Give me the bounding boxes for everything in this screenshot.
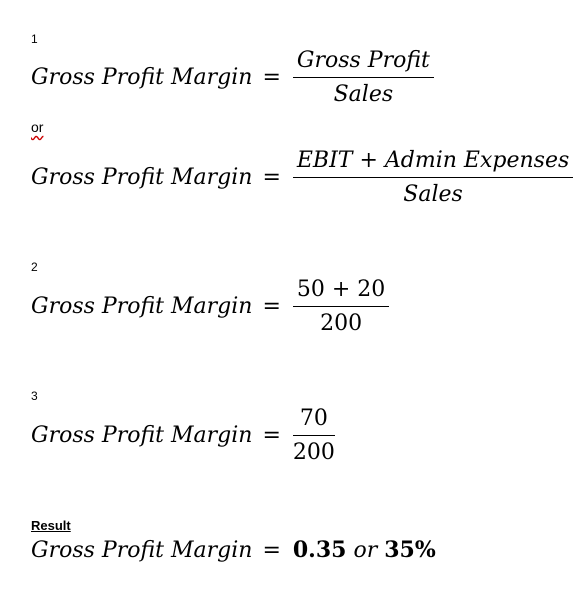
- equation-lhs: Gross Profit Margin: [31, 165, 253, 190]
- numerator: EBIT + Admin Expenses: [293, 148, 573, 177]
- equation-step-3: Gross Profit Margin = 70 200: [31, 406, 335, 465]
- result-value: 0.35 or 35%: [293, 537, 436, 563]
- numerator-term-ebit: EBIT: [296, 148, 353, 173]
- equals-sign: =: [262, 537, 281, 563]
- plus-sign: +: [359, 148, 378, 173]
- step-number-1: 1: [31, 32, 38, 46]
- fraction-bar: [292, 177, 573, 178]
- denominator: Sales: [403, 182, 463, 207]
- numerator: 70: [299, 406, 328, 431]
- equation-lhs: Gross Profit Margin: [31, 65, 253, 90]
- denominator: 200: [320, 311, 363, 336]
- equation-gpm-alternative: Gross Profit Margin = EBIT + Admin Expen…: [31, 148, 573, 207]
- fraction-bar: [292, 306, 390, 307]
- denominator: 200: [292, 440, 335, 465]
- or-label: or: [31, 119, 44, 135]
- numerator: Gross Profit: [296, 48, 430, 73]
- equation-gpm-definition: Gross Profit Margin = Gross Profit Sales: [31, 48, 434, 107]
- result-percent: 35%: [384, 537, 436, 563]
- equals-sign: =: [262, 423, 281, 448]
- fraction: EBIT + Admin Expenses Sales: [292, 148, 573, 207]
- equals-sign: =: [262, 294, 281, 319]
- step-number-2: 2: [31, 260, 38, 274]
- result-or-word: or: [353, 538, 378, 563]
- equation-result: Gross Profit Margin = 0.35 or 35%: [31, 537, 436, 563]
- fraction-bar: [292, 77, 434, 78]
- equation-step-2: Gross Profit Margin = 50 + 20 200: [31, 277, 390, 336]
- step-number-3: 3: [31, 389, 38, 403]
- result-heading: Result: [31, 518, 71, 533]
- equation-lhs: Gross Profit Margin: [31, 537, 253, 563]
- fraction-bar: [292, 435, 335, 436]
- equation-lhs: Gross Profit Margin: [31, 294, 253, 319]
- equation-lhs: Gross Profit Margin: [31, 423, 253, 448]
- fraction: 50 + 20 200: [292, 277, 390, 336]
- equals-sign: =: [262, 65, 281, 90]
- result-decimal: 0.35: [292, 537, 347, 563]
- denominator: Sales: [333, 82, 394, 107]
- numerator-term-admin-expenses: Admin Expenses: [384, 148, 570, 173]
- fraction: Gross Profit Sales: [292, 48, 434, 107]
- fraction: 70 200: [292, 406, 335, 465]
- equals-sign: =: [262, 165, 281, 190]
- numerator: 50 + 20: [296, 277, 386, 302]
